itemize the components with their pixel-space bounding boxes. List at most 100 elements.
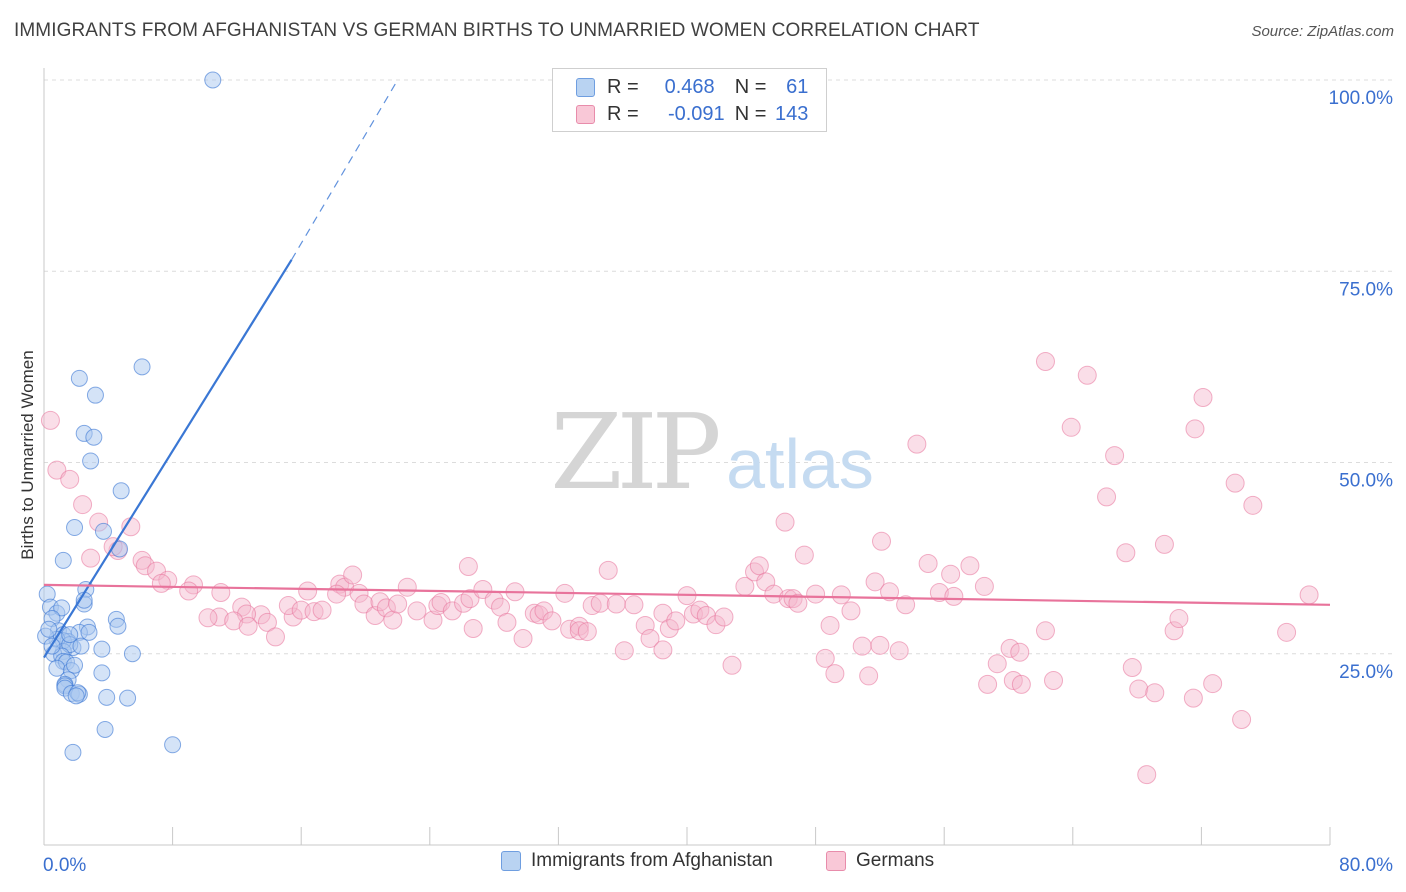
germans-point	[343, 565, 363, 585]
afghanistan-point	[133, 358, 151, 376]
germans-point	[1154, 534, 1174, 554]
germans-point	[327, 584, 347, 604]
germans-point	[1035, 352, 1055, 372]
germans-point	[820, 615, 840, 635]
germans-point	[1299, 585, 1319, 605]
afghanistan-points	[37, 71, 222, 761]
germans-point	[1011, 674, 1031, 694]
germans-point	[606, 594, 626, 614]
legend-n-value-afghanistan: 61	[786, 75, 809, 98]
germans-point	[354, 594, 374, 614]
germans-point	[460, 589, 480, 609]
afghanistan-point	[109, 617, 127, 635]
germans-point	[1232, 710, 1252, 730]
germans-point	[788, 593, 808, 613]
germans-point	[974, 576, 994, 596]
germans-point	[283, 607, 303, 627]
germans-point	[1137, 765, 1157, 785]
afghanistan-point	[67, 687, 85, 705]
germans-point	[1097, 487, 1117, 507]
germans-point	[653, 640, 673, 660]
legend-item-afghanistan[interactable]: Immigrants from Afghanistan	[501, 850, 773, 872]
watermark-zip: ZIP	[550, 391, 718, 513]
germans-point	[73, 495, 93, 515]
germans-point	[659, 619, 679, 639]
afghanistan-point	[164, 736, 182, 754]
afghanistan-point	[93, 664, 111, 682]
germans-point	[278, 596, 298, 616]
germans-point	[841, 601, 861, 621]
germans-point	[944, 586, 964, 606]
afghanistan-point	[98, 688, 116, 706]
afghanistan-point	[96, 720, 114, 738]
germans-point	[614, 641, 634, 661]
germans-point	[397, 577, 417, 597]
x-tick-labels: 0.0% 80.0%	[43, 855, 1393, 876]
germans-point	[815, 648, 835, 668]
germans-point	[749, 556, 769, 576]
germans-point	[211, 583, 231, 603]
germans-point	[1164, 621, 1184, 641]
germans-point	[859, 666, 879, 686]
y-tick-label: 25.0%	[1339, 662, 1393, 683]
x-tick-label-max: 80.0%	[1339, 855, 1393, 876]
y-tick-labels: 25.0% 50.0% 75.0% 100.0%	[1329, 88, 1394, 683]
germans-point	[40, 410, 60, 430]
germans-point	[1277, 622, 1297, 642]
germans-point	[778, 589, 798, 609]
germans-point	[1010, 642, 1030, 662]
germans-point	[265, 627, 285, 647]
germans-point	[1243, 495, 1263, 515]
legend-label-afghanistan: Immigrants from Afghanistan	[531, 850, 773, 871]
germans-point	[1122, 658, 1142, 678]
germans-point	[666, 611, 686, 631]
germans-point	[304, 602, 324, 622]
germans-point	[852, 636, 872, 656]
axes	[43, 68, 1331, 846]
germans-point	[896, 595, 916, 615]
germans-point	[423, 610, 443, 630]
germans-point	[569, 621, 589, 641]
germans-trend-line	[43, 583, 1331, 606]
afghanistan-point	[70, 369, 88, 387]
germans-point	[1183, 688, 1203, 708]
germans-point	[889, 641, 909, 661]
afghanistan-point	[66, 519, 84, 537]
legend-r-value-afghanistan: 0.468	[664, 75, 715, 98]
source-label: Source: ZipAtlas.com	[1251, 23, 1394, 40]
legend-item-germans[interactable]: Germans	[826, 850, 934, 872]
germans-point	[870, 635, 890, 655]
germans-point	[1077, 365, 1097, 385]
germans-point	[497, 612, 517, 632]
germans-point	[60, 469, 80, 489]
germans-point	[1185, 419, 1205, 439]
legend-swatch-blue	[576, 77, 595, 97]
y-tick-label: 75.0%	[1339, 279, 1393, 300]
germans-point	[624, 595, 644, 615]
germans-point	[806, 584, 826, 604]
afghanistan-point	[61, 626, 79, 644]
germans-point	[706, 615, 726, 635]
germans-point	[865, 572, 885, 592]
legend-swatch-pink	[576, 104, 595, 124]
germans-point	[577, 622, 597, 642]
germans-point	[542, 611, 562, 631]
germans-point	[1169, 609, 1189, 629]
afghanistan-point	[204, 71, 222, 89]
germans-point	[918, 553, 938, 573]
germans-point	[428, 596, 448, 616]
afghanistan-point	[54, 551, 72, 569]
germans-point	[312, 600, 332, 620]
germans-point	[458, 557, 478, 577]
trend-lines	[43, 79, 1331, 659]
germans-point	[941, 564, 961, 584]
legend-r-value-germans: -0.091	[667, 102, 725, 125]
germans-point	[722, 655, 742, 675]
legend-r-label: R =	[607, 102, 639, 125]
afghanistan-point	[72, 637, 90, 655]
germans-point	[1203, 674, 1223, 694]
germans-point	[376, 598, 396, 618]
germans-point	[238, 616, 258, 636]
germans-point	[151, 573, 171, 593]
germans-point	[179, 581, 199, 601]
